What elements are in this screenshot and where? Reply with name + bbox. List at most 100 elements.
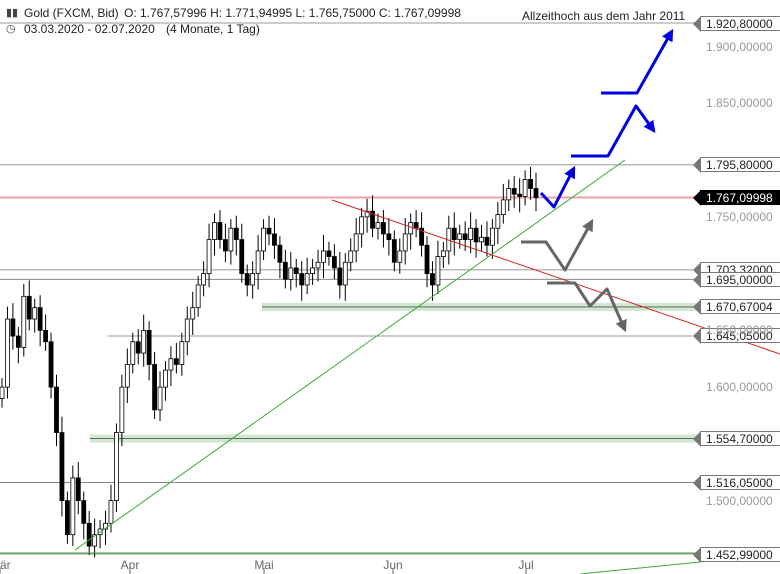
- candle-body: [130, 341, 136, 365]
- scenario-arrow: [571, 104, 656, 158]
- candle-body: [184, 318, 190, 343]
- candle-body: [124, 364, 130, 388]
- candle-body: [108, 500, 114, 524]
- price-level-tag: 1.670,67004: [693, 299, 780, 316]
- candle-body: [217, 222, 223, 240]
- candle-body: [64, 500, 70, 536]
- candle-body: [419, 227, 424, 246]
- candle-body: [370, 210, 375, 229]
- candle-body: [43, 329, 48, 343]
- x-tick-label: Jun: [383, 558, 402, 572]
- candle-body: [424, 244, 430, 275]
- scenario-arrow: [539, 165, 576, 209]
- price-level-tag: 1.920,80000: [693, 15, 780, 32]
- candle-body: [190, 307, 196, 320]
- candle-body: [326, 250, 332, 257]
- current-price-tag: 1.767,09998: [693, 189, 780, 206]
- candle-body: [168, 358, 174, 371]
- candle-body: [223, 239, 228, 252]
- candle-body: [103, 522, 108, 530]
- candle-body: [37, 307, 43, 331]
- y-tick-label: 1.750,00000: [706, 209, 773, 224]
- candle-body: [430, 273, 435, 286]
- candle-body: [266, 227, 272, 235]
- candle-body: [119, 386, 125, 433]
- candle-body: [54, 386, 59, 433]
- candle-body: [233, 227, 239, 240]
- candle-body: [462, 233, 468, 240]
- candle-body: [353, 233, 359, 252]
- candle-body: [408, 222, 414, 235]
- candle-body: [397, 250, 403, 263]
- x-tick-label: är: [0, 558, 11, 572]
- candle-body: [92, 534, 98, 547]
- candle-body: [15, 335, 21, 348]
- candle-body: [348, 250, 354, 263]
- candle-body: [277, 244, 283, 263]
- candle-body: [261, 227, 266, 252]
- candle-body: [315, 261, 321, 269]
- uptrend-line: [74, 159, 626, 551]
- y-tick-label: 1.900,00000: [706, 39, 773, 54]
- price-level-lines: [0, 22, 700, 555]
- candlestick-series: [0, 166, 539, 558]
- candle-body: [59, 432, 65, 502]
- price-level-tag: 1.645,05000: [693, 328, 780, 345]
- candle-body: [0, 386, 5, 399]
- candle-body: [10, 318, 16, 337]
- candle-body: [468, 227, 474, 240]
- x-tick-label: Mai: [254, 558, 273, 572]
- candle-body: [490, 227, 495, 246]
- candle-body: [212, 222, 217, 240]
- price-level-tag: 1.795,80000: [693, 157, 780, 174]
- uptrend-line-lower: [579, 561, 701, 574]
- candle-body: [506, 188, 512, 201]
- price-level-tag: 1.516,05000: [693, 474, 780, 491]
- candle-body: [70, 477, 76, 536]
- candle-body: [299, 273, 305, 286]
- candle-body: [440, 250, 446, 257]
- candle-body: [517, 193, 523, 197]
- candle-body: [359, 216, 365, 235]
- candle-body: [157, 386, 163, 411]
- candle-body: [5, 318, 10, 388]
- candle-body: [26, 295, 32, 320]
- instrument-title: Gold (FXCM, Bid): [24, 6, 119, 20]
- candle-body: [473, 227, 479, 243]
- candle-body: [21, 295, 27, 348]
- candle-body: [310, 267, 315, 275]
- ohlc-values: O: 1.767,57996 H: 1.771,94995 L: 1.765,7…: [124, 6, 461, 20]
- candle-body: [201, 273, 207, 286]
- candle-body: [288, 267, 294, 280]
- candle-body: [321, 250, 326, 263]
- x-tick-label: Apr: [121, 558, 140, 572]
- candle-body: [244, 273, 250, 286]
- candle-body: [457, 233, 463, 240]
- candle-body: [511, 188, 517, 195]
- y-tick-label: 1.650,00000: [706, 323, 773, 338]
- candle-body: [32, 307, 38, 320]
- candle-body: [250, 273, 256, 286]
- candle-body: [173, 358, 179, 365]
- candle-body: [479, 236, 484, 243]
- candle-body: [386, 233, 392, 240]
- candle-body: [337, 267, 343, 286]
- scenario-arrow: [601, 28, 674, 95]
- downtrend-line: [331, 199, 780, 355]
- candle-body: [114, 432, 119, 502]
- candle-body: [528, 179, 533, 189]
- x-axis-ticks: är Apr Mai Jun Jul: [0, 558, 534, 574]
- candle-body: [141, 329, 147, 354]
- candle-body: [413, 222, 419, 229]
- candle-body: [293, 267, 299, 275]
- y-tick-label: 1.850,00000: [706, 96, 773, 111]
- candle-body: [533, 188, 539, 198]
- scenario-arrow: [547, 281, 627, 333]
- candle-body: [391, 239, 397, 263]
- candle-body: [331, 256, 337, 269]
- candle-body: [75, 477, 81, 502]
- candle-body: [342, 261, 348, 286]
- candle-body: [228, 227, 234, 252]
- candle-body: [48, 341, 54, 388]
